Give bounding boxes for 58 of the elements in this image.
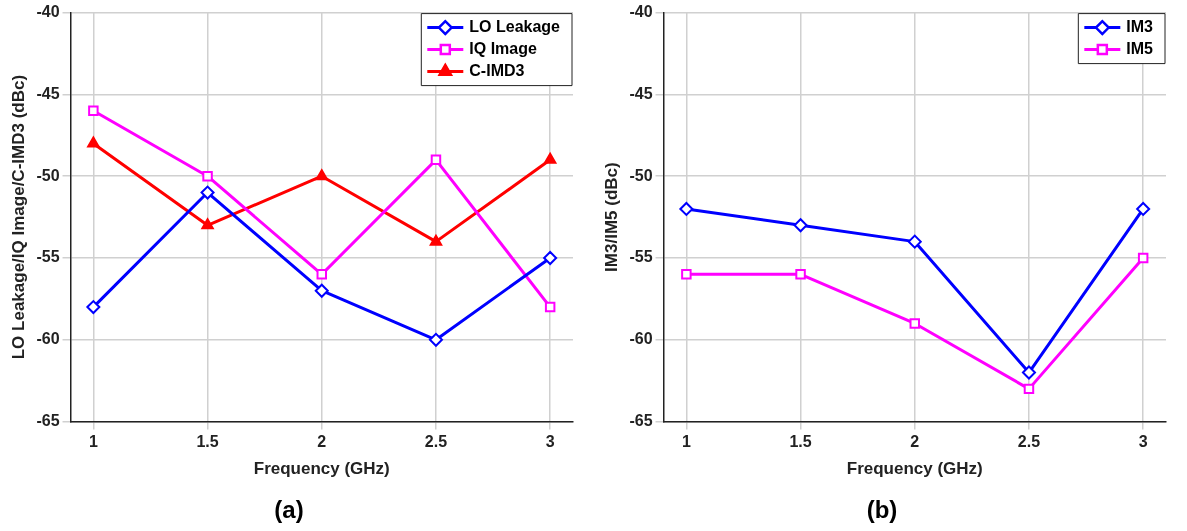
y-tick-label: -45	[36, 84, 60, 102]
point	[428, 332, 443, 347]
y-tick-label: -55	[629, 248, 653, 266]
x-tick-label: 2	[910, 432, 920, 450]
y-tick-label: -60	[36, 330, 60, 348]
text: (b)	[866, 496, 898, 524]
y-axis-title: LO Leakage/IQ Image/C-IMD3 (dBc)	[8, 74, 28, 360]
point	[315, 169, 328, 181]
point	[316, 269, 328, 280]
x-tick-label: 1.5	[789, 432, 812, 450]
y-tick-label: -55	[36, 248, 60, 266]
y-tick-label: -60	[629, 330, 653, 348]
point	[795, 269, 806, 280]
x-tick-label: 2.5	[1017, 432, 1041, 450]
legend-label: C-IMD3	[469, 62, 525, 80]
point	[1023, 383, 1035, 395]
y-tick-label: -65	[36, 412, 60, 430]
x-tick-label: 1	[681, 432, 691, 450]
point	[86, 300, 101, 315]
point	[1137, 252, 1149, 264]
x-tick-label: 3	[1138, 432, 1148, 450]
x-tick-label: 1	[88, 432, 98, 450]
point	[429, 234, 443, 246]
point	[314, 283, 329, 298]
x-tick-label: 2.5	[424, 432, 448, 450]
x-tick-label: 2	[317, 432, 327, 450]
point	[681, 269, 692, 280]
y-tick-label: -50	[629, 166, 653, 184]
point	[201, 218, 214, 230]
y-tick-label: -40	[36, 3, 60, 21]
point	[88, 105, 99, 116]
x-tick-label: 1.5	[196, 432, 219, 450]
y-tick-label: -50	[36, 166, 60, 184]
point	[1136, 201, 1151, 216]
point	[430, 154, 442, 166]
text: (a)	[274, 496, 304, 524]
point	[1021, 365, 1036, 380]
point	[543, 251, 558, 265]
y-tick-label: -40	[629, 3, 653, 21]
point	[87, 136, 100, 148]
point	[793, 218, 808, 233]
legend-label: IQ Image	[469, 40, 537, 58]
point	[909, 318, 921, 329]
legend-label: IM5	[1126, 40, 1154, 58]
point	[544, 301, 556, 313]
legend-label: LO Leakage	[469, 18, 561, 36]
legend-label: IM3	[1126, 18, 1154, 36]
point	[907, 234, 922, 249]
point	[202, 170, 213, 182]
x-axis-title: Frequency (GHz)	[253, 458, 390, 478]
x-tick-label: 3	[545, 432, 555, 450]
y-axis-title: IM3/IM5 (dBc)	[601, 162, 621, 272]
x-axis-title: Frequency (GHz)	[846, 458, 983, 478]
y-tick-label: -65	[629, 412, 653, 430]
point	[679, 201, 694, 216]
point	[200, 185, 215, 200]
point	[543, 152, 557, 164]
y-tick-label: -45	[629, 84, 653, 102]
